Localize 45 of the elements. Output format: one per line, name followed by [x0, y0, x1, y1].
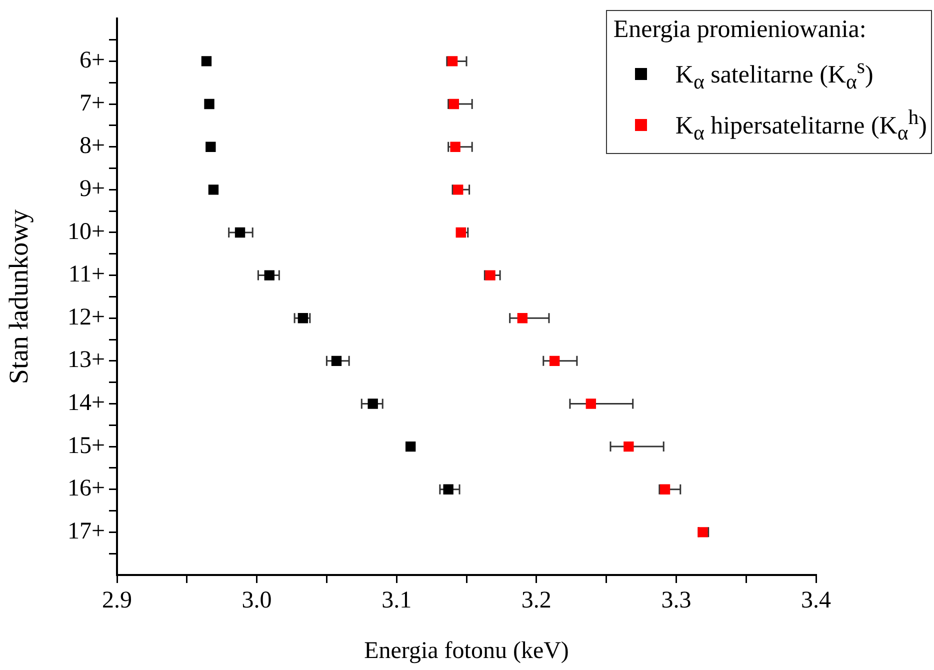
point: [450, 142, 460, 152]
point: [204, 98, 214, 110]
point: [453, 184, 464, 195]
x-tick-label: 3.0: [242, 588, 272, 614]
x-axis-title: Energia fotonu (keV): [364, 638, 569, 664]
y-tick-label: 10+: [67, 218, 105, 245]
point: [517, 313, 528, 324]
point: [206, 142, 216, 152]
point: [208, 184, 219, 195]
y-tick-label: 12+: [67, 304, 105, 330]
x-tick-label: 3.2: [521, 588, 552, 614]
y-tick-label: 13+: [67, 347, 105, 374]
y-tick-label: 15+: [67, 432, 105, 459]
y-tick-label: 17+: [67, 518, 105, 544]
point: [660, 484, 670, 494]
y-tick-label: 11+: [68, 262, 105, 288]
y-tick-label: 14+: [67, 390, 105, 416]
point: [234, 227, 246, 238]
point: [485, 270, 496, 280]
x-tick-label: 2.9: [102, 588, 132, 614]
y-axis-title: Stan ładunkowy: [3, 208, 34, 384]
x-tick-label: 3.1: [382, 588, 412, 614]
point: [447, 56, 458, 66]
y-tick-label: 7+: [79, 90, 105, 116]
point: [331, 356, 342, 366]
point: [298, 313, 308, 324]
point: [405, 441, 416, 452]
x-tick-label: 3.4: [801, 588, 831, 614]
point: [586, 398, 596, 409]
legend-label: K$_{α}$ hipersatelitarne (K$_{α}$$^{h}$): [675, 104, 927, 147]
legend-title: Energia promieniowania:: [613, 15, 868, 45]
y-tick-label: 16+: [67, 476, 105, 502]
x-tick-label: 3.3: [661, 588, 692, 614]
legend-label: K$_{α}$ satelitarne (K$_{α}$$^{s}$): [675, 53, 874, 96]
y-tick-label: 9+: [79, 176, 105, 202]
y-tick-label: 8+: [79, 133, 105, 160]
point: [624, 441, 634, 452]
point: [549, 356, 560, 366]
point: [264, 270, 274, 280]
point: [201, 56, 212, 66]
point: [448, 98, 460, 110]
y-tick-label: 6+: [79, 48, 105, 74]
point: [368, 398, 378, 409]
point: [443, 484, 454, 494]
point: [456, 227, 466, 238]
